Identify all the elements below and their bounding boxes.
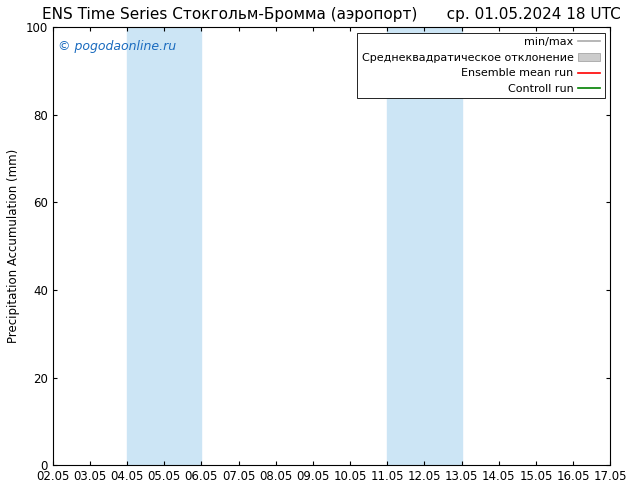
Legend: min/max, Среднеквадратическое отклонение, Ensemble mean run, Controll run: min/max, Среднеквадратическое отклонение… [358, 33, 605, 98]
Bar [387, 27, 462, 465]
Bar [127, 27, 202, 465]
Title: ENS Time Series Стокгольм-Бромма (аэропорт)      ср. 01.05.2024 18 UTC: ENS Time Series Стокгольм-Бромма (аэропо… [42, 7, 621, 22]
Y-axis label: Precipitation Accumulation (mm): Precipitation Accumulation (mm) [7, 149, 20, 343]
Text: © pogodaonline.ru: © pogodaonline.ru [58, 40, 176, 53]
